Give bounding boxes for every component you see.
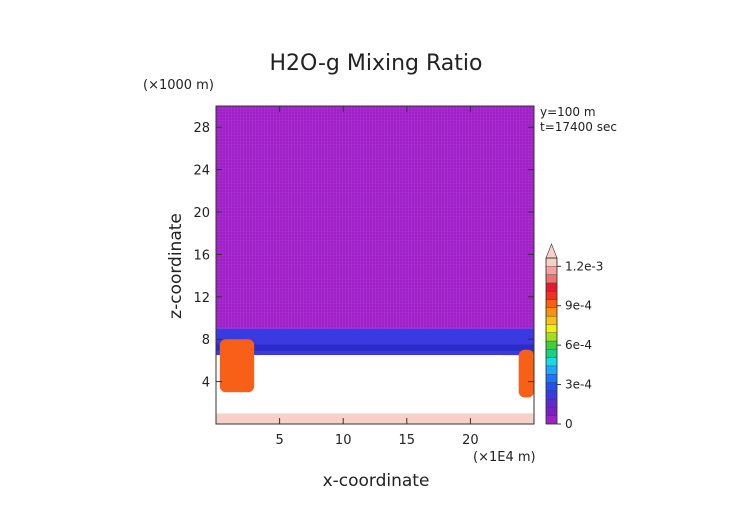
x-axis-label: x-coordinate — [323, 471, 430, 491]
plot-area — [216, 106, 534, 424]
colorbar-swatch — [545, 315, 558, 325]
colorbar-swatch — [545, 299, 558, 308]
y-tick-label: 20 — [193, 206, 210, 221]
colorbar-swatch — [545, 407, 558, 416]
y-tick-label: 4 — [202, 376, 210, 391]
colorbar-swatch — [545, 257, 558, 267]
region-moist-band — [216, 328, 534, 356]
colorbar-tick-label: 9e-4 — [565, 299, 592, 313]
x-tick-label: 20 — [462, 433, 479, 448]
annotation-y: y=100 m — [540, 105, 596, 119]
x-units-label: (×1E4 m) — [473, 450, 536, 465]
colorbar-swatch — [545, 282, 558, 292]
colorbar-swatch — [545, 324, 558, 333]
colorbar-swatch — [545, 398, 558, 408]
region-right-plume-core — [521, 364, 531, 384]
plot-frame — [215, 105, 535, 425]
region-upper-layer — [216, 106, 534, 329]
colorbar-swatch — [545, 307, 558, 317]
y-tick-label: 28 — [193, 121, 210, 136]
axes: 5 10 15 20 4 8 12 16 20 24 28 — [193, 105, 535, 448]
y-tick-label: 8 — [202, 333, 210, 348]
colorbar-tick-label: 0 — [565, 417, 573, 431]
y-tick-label: 16 — [193, 248, 210, 263]
y-tick-label: 24 — [193, 164, 210, 179]
colorbar-swatch — [545, 415, 558, 425]
region-dry-zone — [247, 355, 515, 414]
colorbar-tick-label: 6e-4 — [565, 338, 592, 352]
colorbar-arrow — [545, 243, 558, 259]
colorbar-swatch — [545, 357, 558, 367]
colorbar-swatch — [545, 266, 558, 275]
region-moist-band-core — [216, 344, 534, 351]
y-axis-label: z-coordinate — [166, 213, 186, 319]
colorbar-tick-label: 3e-4 — [565, 378, 592, 392]
colorbar-swatch — [545, 332, 558, 342]
chart-title: H2O-g Mixing Ratio — [270, 51, 483, 76]
y-tick-label: 12 — [193, 291, 210, 306]
colorbar: 0 3e-4 6e-4 9e-4 1.2e-3 — [545, 243, 603, 431]
x-tick-label: 5 — [275, 433, 283, 448]
colorbar-swatch — [545, 349, 558, 358]
colorbar-swatch — [545, 390, 558, 400]
colorbar-swatch — [545, 291, 558, 300]
y-units-label: (×1000 m) — [143, 78, 214, 93]
colorbar-frame — [545, 257, 558, 425]
colorbar-swatch — [545, 365, 558, 375]
colorbar-swatch — [545, 382, 558, 391]
colorbar-swatch — [545, 340, 558, 350]
x-tick-label: 10 — [335, 433, 352, 448]
colorbar-swatch — [545, 274, 558, 284]
x-tick-label: 15 — [399, 433, 416, 448]
colorbar-swatch — [545, 374, 558, 383]
colorbar-tick-label: 1.2e-3 — [565, 259, 603, 273]
region-left-plume-core — [226, 355, 248, 377]
annotation-t: t=17400 sec — [540, 120, 617, 134]
region-surface-layer — [216, 413, 534, 424]
